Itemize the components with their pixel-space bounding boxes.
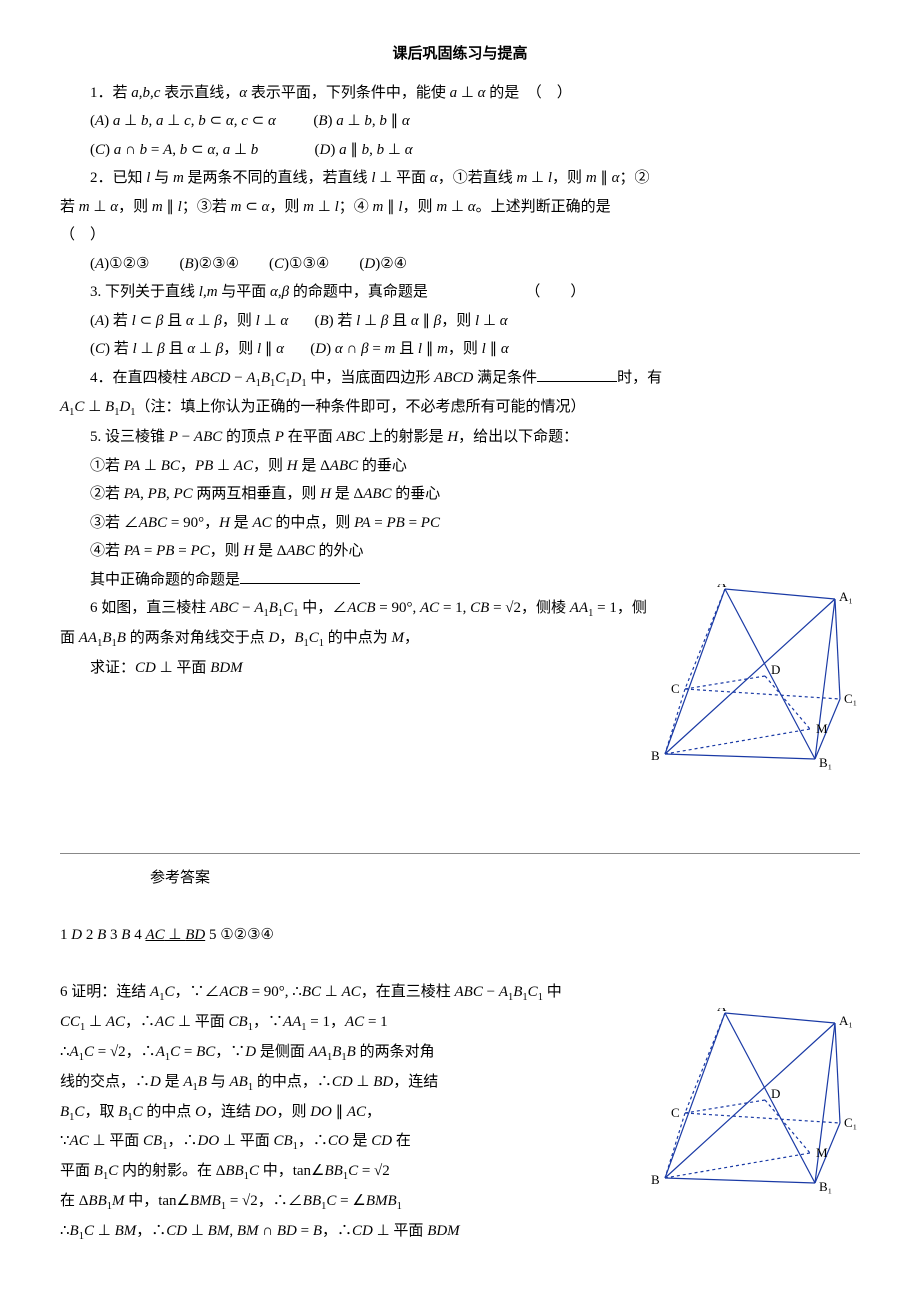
- q6-figure: A A₁ C C₁ B B₁ D M: [650, 584, 860, 785]
- separator: [60, 853, 860, 854]
- proof-l9: ∴B1C ⊥ BM，∴CD ⊥ BM, BM ∩ BD = B，∴CD ⊥ 平面…: [60, 1217, 860, 1247]
- q2-stem-b: 若 m ⊥ α，则 m ∥ l；③若 m ⊂ α，则 m ⊥ l；④ m ∥ l…: [60, 193, 860, 222]
- q2-stem-a: 2．已知 l 与 m 是两条不同的直线，若直线 l ⊥ 平面 α，①若直线 m …: [60, 164, 860, 193]
- q5-i4: ④若 PA = PB = PC，则 H 是 ΔABC 的外心: [60, 537, 860, 566]
- q1-D: (D) a ∥ b, b ⊥ α: [315, 142, 413, 158]
- proof-l1: 6 证明：连结 A1C，∵∠ACB = 90°, ∴BC ⊥ AC，在直三棱柱 …: [60, 978, 860, 1008]
- svg-text:A: A: [717, 1008, 727, 1014]
- svg-text:M: M: [816, 721, 828, 736]
- svg-text:C₁: C₁: [844, 691, 857, 706]
- q1-B: (B) a ⊥ b, b ∥ α: [313, 113, 409, 129]
- svg-text:D: D: [771, 662, 780, 677]
- answers-header: 参考答案: [60, 864, 860, 893]
- q1-C: (C) a ∩ b = A, b ⊂ α, a ⊥ b: [90, 142, 258, 158]
- q3-row2: (C) 若 l ⊥ β 且 α ⊥ β，则 l ∥ α (D) α ∩ β = …: [60, 335, 860, 364]
- q3-A: (A) 若 l ⊂ β 且 α ⊥ β，则 l ⊥ α: [90, 313, 288, 329]
- q3-D: (D) α ∩ β = m 且 l ∥ m，则 l ∥ α: [310, 341, 508, 357]
- q3-B: (B) 若 l ⊥ β 且 α ∥ β，则 l ⊥ α: [315, 313, 508, 329]
- q4-c: A1C ⊥ B1D1（注：填上你认为正确的一种条件即可，不必考虑所有可能的情况）: [60, 393, 860, 423]
- q1-row1: (A) a ⊥ b, a ⊥ c, b ⊂ α, c ⊂ α (B) a ⊥ b…: [60, 107, 860, 136]
- svg-text:C: C: [671, 1105, 680, 1120]
- svg-text:D: D: [771, 1086, 780, 1101]
- q5-stem: 5. 设三棱锥 P − ABC 的顶点 P 在平面 ABC 上的射影是 H，给出…: [60, 423, 860, 452]
- answers-line: 1 D 2 B 3 B 4 AC ⊥ BD 5 ①②③④: [60, 921, 860, 950]
- q2-opts: (A)①②③ (B)②③④ (C)①③④ (D)②④: [60, 250, 860, 279]
- q2-stem-c: （ ）: [60, 221, 860, 250]
- svg-text:C: C: [671, 681, 680, 696]
- q5-i1: ①若 PA ⊥ BC，PB ⊥ AC，则 H 是 ΔABC 的垂心: [60, 452, 860, 481]
- svg-text:C₁: C₁: [844, 1115, 857, 1130]
- svg-text:B: B: [651, 1172, 660, 1187]
- svg-text:A: A: [717, 584, 727, 590]
- q4-a: 4．在直四棱柱 ABCD − A1B1C1D1 中，当底面四边形 ABCD 满足…: [60, 364, 860, 394]
- q1-row2: (C) a ∩ b = A, b ⊂ α, a ⊥ b (D) a ∥ b, b…: [60, 136, 860, 165]
- svg-text:M: M: [816, 1145, 828, 1160]
- svg-text:A₁: A₁: [839, 589, 853, 604]
- q1-A: (A) a ⊥ b, a ⊥ c, b ⊂ α, c ⊂ α: [90, 113, 276, 129]
- proof-figure: A A₁ C C₁ B B₁ D M: [650, 1008, 860, 1209]
- q1-stem: 1．若 a,b,c 表示直线，α 表示平面，下列条件中，能使 a ⊥ α 的是 …: [60, 79, 860, 108]
- svg-text:A₁: A₁: [839, 1013, 853, 1028]
- q5-blank: [240, 568, 360, 584]
- svg-text:B₁: B₁: [819, 755, 832, 770]
- q3-C: (C) 若 l ⊥ β 且 α ⊥ β，则 l ∥ α: [90, 341, 284, 357]
- q5-i2: ②若 PA, PB, PC 两两互相垂直，则 H 是 ΔABC 的垂心: [60, 480, 860, 509]
- svg-text:B: B: [651, 748, 660, 763]
- q4-blank: [537, 366, 617, 382]
- q5-i3: ③若 ∠ABC = 90°，H 是 AC 的中点，则 PA = PB = PC: [60, 509, 860, 538]
- svg-text:B₁: B₁: [819, 1179, 832, 1194]
- q3-row1: (A) 若 l ⊂ β 且 α ⊥ β，则 l ⊥ α (B) 若 l ⊥ β …: [60, 307, 860, 336]
- page-title: 课后巩固练习与提高: [60, 40, 860, 69]
- q3-stem: 3. 下列关于直线 l,m 与平面 α,β 的命题中，真命题是 （ ）: [60, 278, 860, 307]
